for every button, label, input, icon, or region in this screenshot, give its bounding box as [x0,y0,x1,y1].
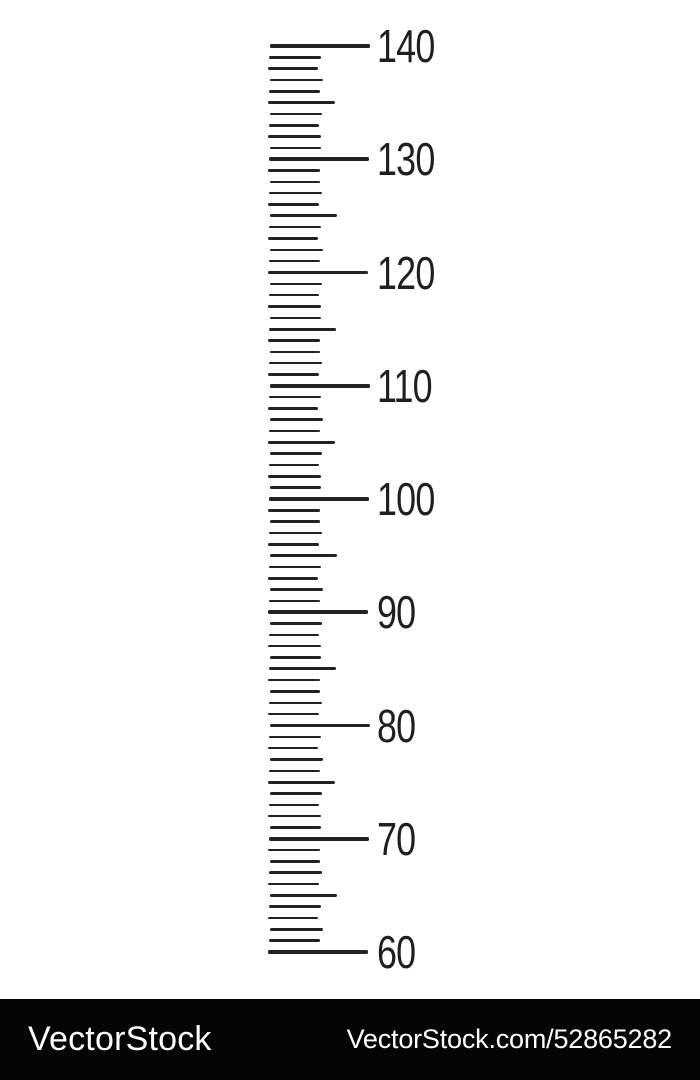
medium-tick [270,214,337,218]
minor-tick [270,792,322,795]
watermark-bar: VectorStock VectorStock.com/52865282 [0,999,700,1080]
minor-tick [269,463,319,467]
minor-tick [268,678,320,682]
major-tick [270,44,370,48]
minor-tick [268,916,318,920]
minor-tick [270,758,323,761]
vectorstock-url-text: VectorStock.com/52865282 [346,1024,673,1054]
major-tick [268,610,368,615]
minor-tick [269,769,320,773]
minor-tick [270,928,323,931]
minor-tick [269,361,322,365]
minor-tick [269,395,321,399]
minor-tick [268,135,321,138]
minor-tick [269,56,321,59]
minor-tick [268,169,320,172]
minor-tick [268,712,319,716]
medium-tick [270,554,337,558]
minor-tick [269,531,322,535]
minor-tick [270,78,323,82]
minor-tick [270,826,321,829]
scale-value-label: 130 [377,133,435,186]
minor-tick [268,814,321,818]
minor-tick [269,735,321,739]
major-tick [269,836,369,841]
major-tick [268,270,368,275]
medium-tick [269,327,336,331]
minor-tick [269,599,320,603]
minor-tick [270,248,323,252]
vectorstock-logo: VectorStock [28,1020,212,1058]
minor-tick [268,305,321,308]
minor-tick [270,690,320,693]
minor-tick [270,350,320,354]
medium-tick [268,780,335,784]
scale-value-label: 80 [377,699,416,752]
scale-value-label: 100 [377,473,435,525]
minor-tick [268,373,319,376]
minor-tick [269,803,319,807]
minor-tick [270,316,321,320]
minor-tick [269,90,320,93]
minor-tick [270,622,322,625]
minor-tick [270,146,321,150]
minor-tick [268,644,321,648]
medium-tick [268,440,335,444]
minor-tick [270,452,322,455]
minor-tick [268,475,321,478]
scale-value-label: 90 [377,586,416,639]
minor-tick [270,112,322,116]
minor-tick [269,871,322,874]
major-tick [270,723,370,728]
minor-tick [270,486,321,489]
minor-tick [268,203,319,206]
medium-tick [269,667,336,671]
minor-tick [270,588,323,591]
minor-tick [269,633,319,637]
scale-value-label: 120 [377,246,435,299]
minor-tick [270,180,320,184]
minor-tick [269,124,319,127]
minor-tick [269,293,319,297]
minor-tick [269,225,321,229]
minor-tick [270,282,322,286]
scale-value-label: 110 [377,359,433,412]
minor-tick [268,339,320,342]
minor-tick [268,882,319,886]
minor-tick [268,577,318,580]
medium-tick [268,101,335,105]
minor-tick [268,848,320,852]
minor-tick [269,565,321,569]
scale-value-label: 140 [377,20,435,72]
major-tick [268,950,368,954]
minor-tick [270,520,320,523]
minor-tick [270,656,321,659]
minor-tick [268,407,318,410]
minor-tick [268,237,318,240]
minor-tick [269,259,320,263]
medium-tick [270,893,337,897]
major-tick [270,383,370,388]
scale-value-label: 60 [377,926,416,978]
ruler-scale: 60 70 80 90 100 110 120 130 140 [268,20,435,978]
minor-tick [270,418,323,421]
minor-tick [268,746,318,750]
scale-value-label: 70 [377,812,416,865]
minor-tick [269,191,322,195]
minor-tick [269,905,321,908]
minor-tick [268,509,320,512]
minor-tick [270,860,320,863]
minor-tick [268,67,318,70]
minor-tick [268,543,319,546]
major-tick [269,157,369,162]
minor-tick [269,429,320,433]
major-tick [269,497,369,501]
minor-tick [269,701,322,705]
minor-tick [269,939,320,942]
